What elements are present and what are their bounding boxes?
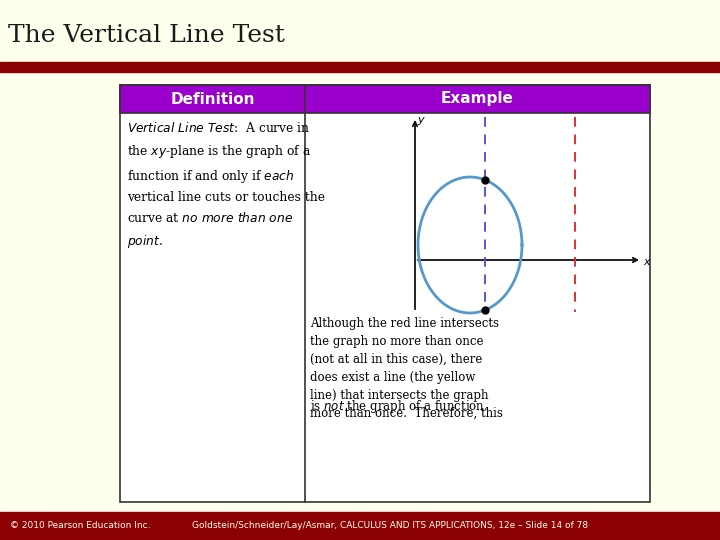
Bar <box>0 512 720 540</box>
Text: $x$: $x$ <box>643 257 652 267</box>
Bar <box>120 85 650 113</box>
Text: $y$: $y$ <box>417 115 426 127</box>
Text: Although the red line intersects
the graph no more than once
(not at all in this: Although the red line intersects the gra… <box>310 317 503 420</box>
Text: Example: Example <box>441 91 514 106</box>
Text: is $\it{not}$ the graph of a function.: is $\it{not}$ the graph of a function. <box>310 398 488 415</box>
Text: The Vertical Line Test: The Vertical Line Test <box>8 24 285 46</box>
Text: Definition: Definition <box>170 91 255 106</box>
Bar <box>120 85 650 502</box>
Text: Goldstein/Schneider/Lay/Asmar, CALCULUS AND ITS APPLICATIONS, 12e – Slide 14 of : Goldstein/Schneider/Lay/Asmar, CALCULUS … <box>192 522 588 530</box>
Text: $\it{Vertical\ Line\ Test}$:  A curve in
the $xy$-plane is the graph of a
functi: $\it{Vertical\ Line\ Test}$: A curve in … <box>127 121 325 250</box>
Bar <box>0 62 720 72</box>
Text: © 2010 Pearson Education Inc.: © 2010 Pearson Education Inc. <box>10 522 150 530</box>
